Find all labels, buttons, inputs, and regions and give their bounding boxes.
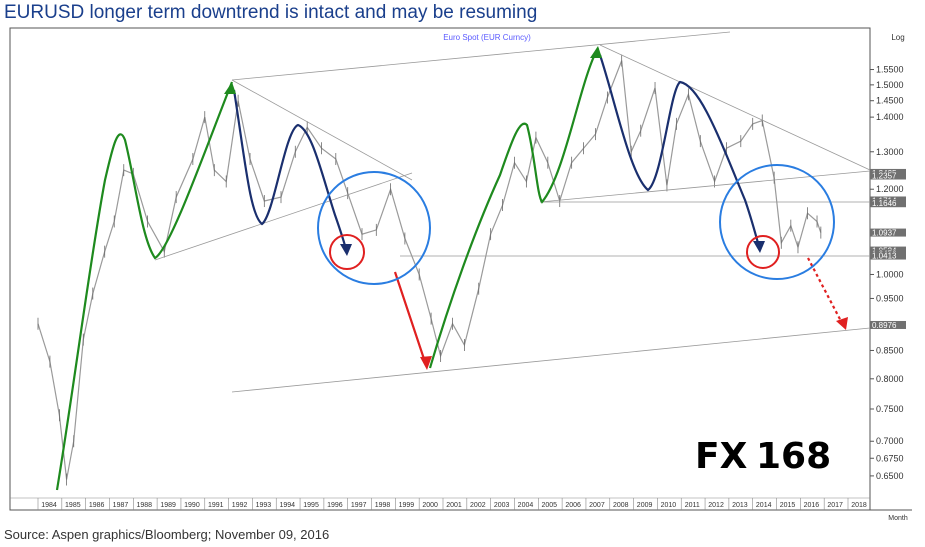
x-tick-label: 2000	[422, 502, 438, 509]
x-tick-label: 2011	[685, 502, 700, 509]
x-tick-label: 1999	[399, 502, 415, 509]
x-tick-label: 2017	[827, 502, 843, 509]
x-tick-label: 2013	[732, 502, 748, 509]
x-tick-label: 2010	[661, 502, 677, 509]
y-tick-label: 0.6500	[876, 471, 904, 481]
x-tick-label: 1985	[65, 502, 81, 509]
y-tick-label: 0.9500	[876, 293, 904, 303]
y-tick-label: 0.7000	[876, 436, 904, 446]
arrow-head-green-1	[224, 82, 236, 94]
x-tick-label: 2018	[851, 502, 867, 509]
y-tick-label: 0.7500	[876, 404, 904, 414]
x-tick-label: 2002	[470, 502, 486, 509]
x-tick-label: 2009	[637, 502, 653, 509]
y-tick-label: 0.8500	[876, 345, 904, 355]
red-decline-arrow	[393, 271, 428, 366]
arrow-head-red-1	[420, 356, 432, 370]
x-tick-label: 1991	[208, 502, 224, 509]
level-label: 1.0413	[872, 252, 897, 261]
level-box	[870, 228, 906, 237]
circle-annotations	[317, 164, 835, 285]
upper-channel-line	[231, 31, 731, 81]
price-series	[37, 54, 822, 486]
blue-circle-2	[719, 164, 835, 280]
x-tick-label: 1998	[375, 502, 391, 509]
y-tick-label: 1.4500	[876, 96, 904, 106]
price-line	[37, 60, 822, 480]
x-tick-label: 1988	[137, 502, 153, 509]
series-label: Euro Spot (EUR Curncy)	[443, 33, 531, 42]
arrow-head-red-2	[836, 317, 848, 330]
resistance-line-2008	[599, 44, 871, 171]
y-tick-label: 1.0000	[876, 269, 904, 279]
watermark-fx: FX	[695, 436, 748, 477]
x-tick-label: 2004	[518, 502, 534, 509]
x-tick-label: 1989	[160, 502, 176, 509]
navy-wave-1	[232, 89, 349, 254]
x-tick-label: 2005	[542, 502, 558, 509]
source-note: Source: Aspen graphics/Bloomberg; Novemb…	[4, 527, 330, 542]
level-label: 0.8976	[872, 321, 897, 330]
support-line-2005	[539, 170, 871, 203]
arrow-head-navy-1	[340, 244, 352, 256]
x-tick-label: 2001	[446, 502, 462, 509]
level-label: 1.0937	[872, 229, 897, 238]
page-title: EURUSD longer term downtrend is intact a…	[4, 2, 538, 23]
level-box	[870, 320, 906, 329]
scale-label: Log	[891, 33, 904, 42]
navy-wave-2	[598, 54, 762, 251]
blue-circle-1	[317, 171, 431, 285]
y-tick-label: 0.6750	[876, 453, 904, 463]
level-label: 1.1646	[872, 199, 897, 208]
x-tick-label: 1990	[184, 502, 200, 509]
y-tick-label: 1.2000	[876, 184, 904, 194]
projected-decline-arrow	[807, 257, 844, 326]
x-tick-label: 1997	[351, 502, 367, 509]
wave-annotations	[55, 47, 844, 491]
lower-channel-line	[231, 327, 871, 393]
y-tick-label: 1.4000	[876, 112, 904, 122]
x-tick-label: 2015	[780, 502, 796, 509]
x-tick-label: 2003	[494, 502, 510, 509]
x-tick-label: 2007	[589, 502, 605, 509]
x-tick-label: 2016	[804, 502, 820, 509]
x-tick-label: 1992	[232, 502, 248, 509]
y-tick-label: 1.3000	[876, 147, 904, 157]
green-wave-2	[428, 47, 599, 369]
falling-resistance-line	[231, 79, 413, 181]
x-tick-label: 2006	[565, 502, 581, 509]
red-circle-2	[746, 235, 780, 269]
y-tick-label: 0.8000	[876, 374, 904, 384]
red-circle-1	[329, 234, 365, 270]
x-tick-label: 2008	[613, 502, 629, 509]
x-axis-label: Month	[888, 515, 908, 522]
x-tick-label: 1987	[113, 502, 129, 509]
level-box	[870, 199, 906, 208]
level-box	[870, 171, 906, 180]
x-tick-label: 1994	[279, 502, 295, 509]
trend-lines	[154, 31, 871, 393]
arrow-heads	[224, 46, 848, 370]
x-tick-label: 1995	[303, 502, 319, 509]
watermark-168: 168	[756, 436, 831, 477]
x-tick-label: 1984	[41, 502, 57, 509]
level-label: 1.2357	[872, 171, 897, 180]
x-tick-label: 1986	[89, 502, 105, 509]
x-tick-label: 2012	[708, 502, 724, 509]
y-tick-label: 1.5000	[876, 80, 904, 90]
level-box	[870, 251, 906, 260]
watermark: FX 168	[695, 436, 831, 477]
y-tick-label: 1.5500	[876, 65, 904, 75]
arrow-head-navy-2	[753, 241, 765, 253]
arrow-head-green-2	[590, 46, 602, 58]
x-tick-label: 2014	[756, 502, 772, 509]
green-wave-1	[55, 81, 234, 491]
x-tick-label: 1993	[256, 502, 272, 509]
x-tick-label: 1996	[327, 502, 343, 509]
support-line-1989	[154, 172, 413, 261]
